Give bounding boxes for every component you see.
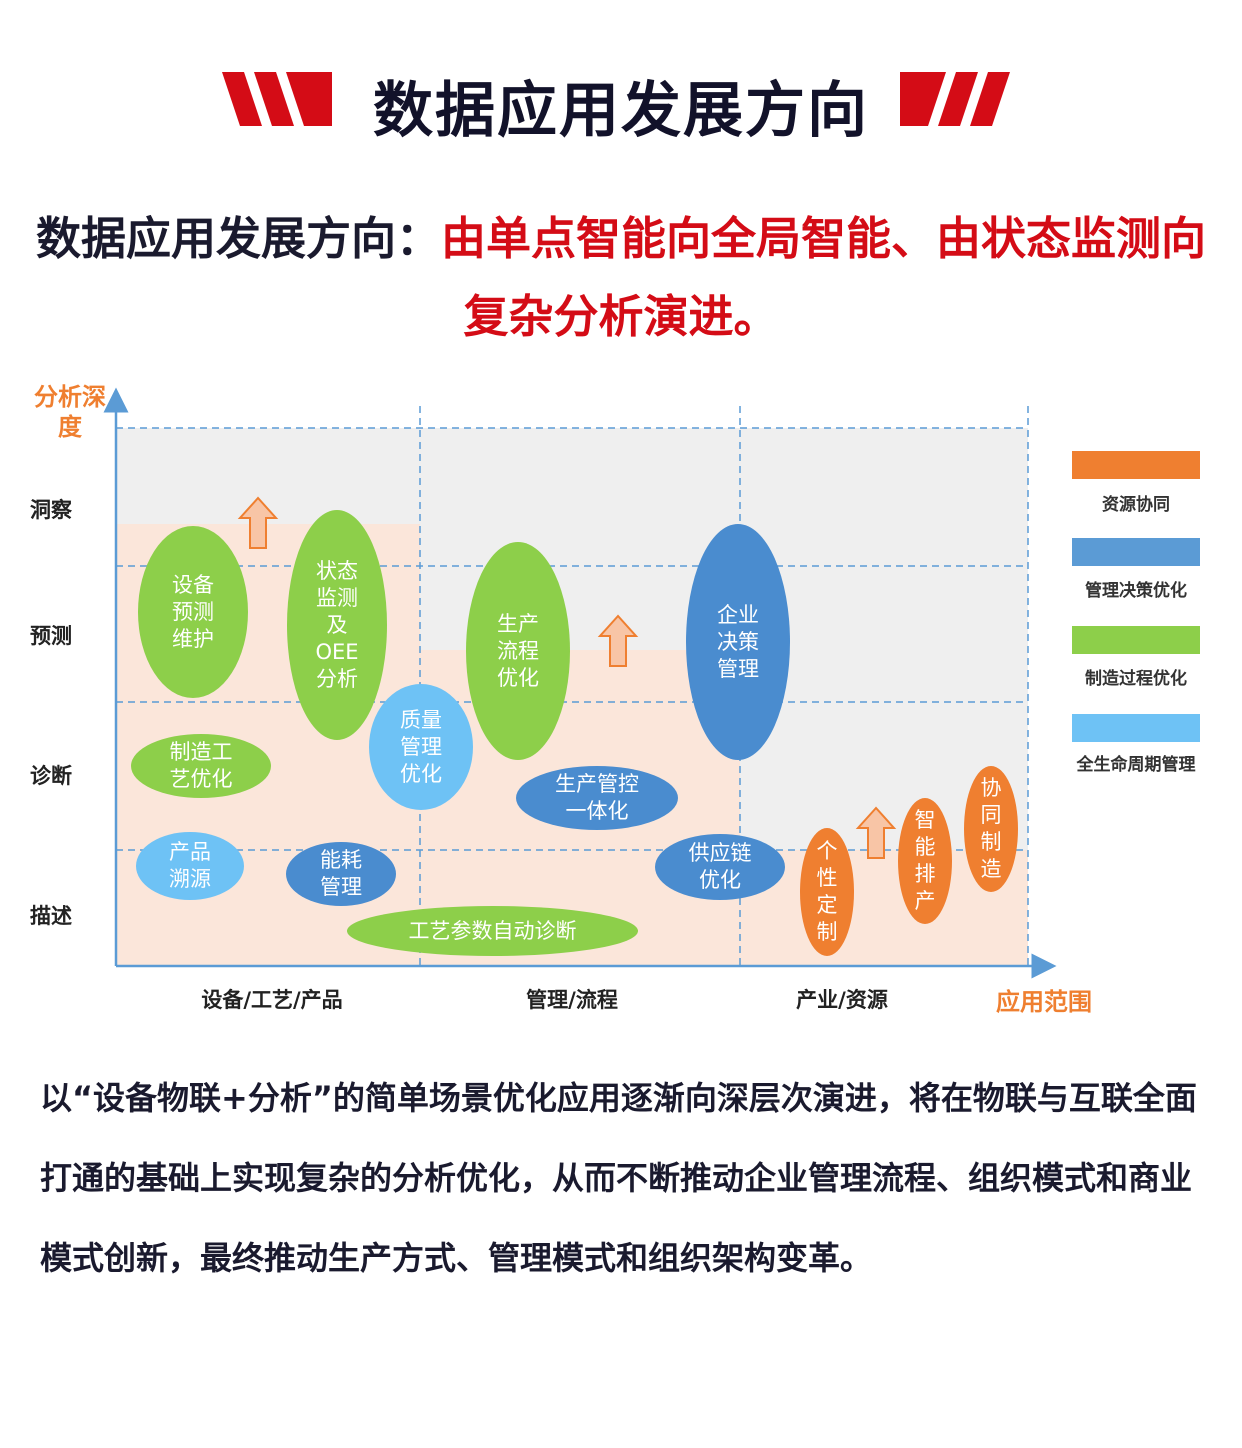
- legend-swatch-management: [1072, 538, 1200, 566]
- bubble-energy-management: 能耗 管理: [286, 842, 396, 906]
- y-axis-title: 分析深度: [34, 383, 106, 441]
- left-stripes-decoration: [222, 72, 332, 126]
- page-title: 数据应用发展方向: [373, 76, 869, 146]
- bubble-equipment-predictive-maintenance: 设备 预测 维护: [138, 526, 248, 698]
- up-arrow-1: [237, 496, 279, 549]
- header: 数据应用发展方向: [0, 0, 1242, 180]
- subtitle-lead: 数据应用发展方向：: [35, 212, 441, 265]
- legend-label-manufacturing: 制造过程优化: [1085, 669, 1187, 689]
- body-paragraph: 以“设备物联+分析”的简单场景优化应用逐渐向深层次演进，将在物联与互联全面打通的…: [40, 1079, 1197, 1277]
- y-level-description: 描述: [30, 904, 72, 928]
- subtitle: 数据应用发展方向：由单点智能向全局智能、由状态监测向复杂分析演进。: [20, 200, 1222, 356]
- bubble-collaborative-manufacturing: 协同制造: [964, 766, 1018, 892]
- up-arrow-3: [855, 806, 897, 859]
- bubble-personalized-customization: 个性定制: [800, 828, 854, 956]
- legend-swatch-lifecycle: [1072, 714, 1200, 742]
- subtitle-highlight: 由单点智能向全局智能、由状态监测向复杂分析演进。: [441, 212, 1207, 343]
- legend-label-lifecycle: 全生命周期管理: [1076, 755, 1196, 775]
- legend-swatch-resource: [1072, 451, 1200, 479]
- y-level-diagnosis: 诊断: [30, 764, 72, 788]
- bubble-status-monitoring-oee: 状态 监测及 OEE 分析: [287, 510, 387, 740]
- bubble-process-parameter-auto-diagnosis: 工艺参数自动诊断: [347, 906, 638, 956]
- y-level-prediction: 预测: [30, 624, 72, 648]
- x-category-equipment: 设备/工艺/产品: [201, 988, 343, 1012]
- bubble-intelligent-scheduling: 智能排产: [898, 798, 952, 924]
- bubble-production-flow-optimization: 生产 流程 优化: [466, 542, 570, 760]
- legend-swatch-manufacturing: [1072, 626, 1200, 654]
- x-axis-title: 应用范围: [996, 988, 1092, 1016]
- bubble-supply-chain-optimization: 供应链 优化: [655, 834, 785, 900]
- up-arrows: [237, 496, 897, 859]
- x-category-industry: 产业/资源: [796, 988, 888, 1012]
- bubble-enterprise-decision-management: 企业 决策 管理: [686, 524, 790, 760]
- bubble-production-control-integration: 生产管控 一体化: [516, 766, 678, 830]
- legend-label-management: 管理决策优化: [1085, 581, 1187, 601]
- y-level-insight: 洞察: [30, 498, 72, 522]
- right-stripes-decoration: [900, 72, 1010, 126]
- bubble-quality-management-optimization: 质量 管理 优化: [369, 684, 473, 810]
- x-category-management: 管理/流程: [526, 988, 618, 1012]
- legend-label-resource: 资源协同: [1102, 495, 1170, 515]
- development-direction-diagram: 分析深度 洞察 预测 诊断 描述 设备/工艺/产品 管理/流程 产业/资源 应用…: [0, 370, 1242, 1030]
- up-arrow-2: [597, 614, 639, 667]
- bubble-manufacturing-process-optimization: 制造工 艺优化: [131, 734, 271, 798]
- bubble-product-traceability: 产品 溯源: [136, 832, 244, 900]
